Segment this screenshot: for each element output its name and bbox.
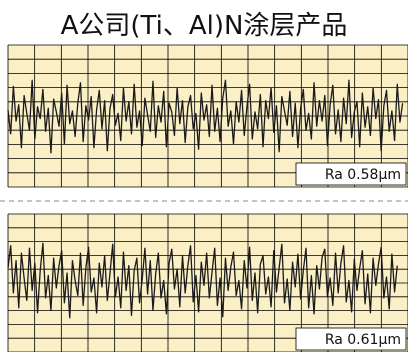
chart-title: A公司(Ti、Al)N涂层产品 [61,11,348,41]
ra-label-box [295,327,407,351]
ra-label-box [295,162,407,186]
ra-value-label: Ra 0.61µm [325,332,401,348]
ra-value-label: Ra 0.58µm [325,167,401,183]
profile-panel-1: Ra 0.58µm [7,44,408,188]
profile-panel-2: Ra 0.61µm [7,213,408,352]
roughness-profile-line [7,242,398,319]
roughness-profile-line [7,79,404,154]
